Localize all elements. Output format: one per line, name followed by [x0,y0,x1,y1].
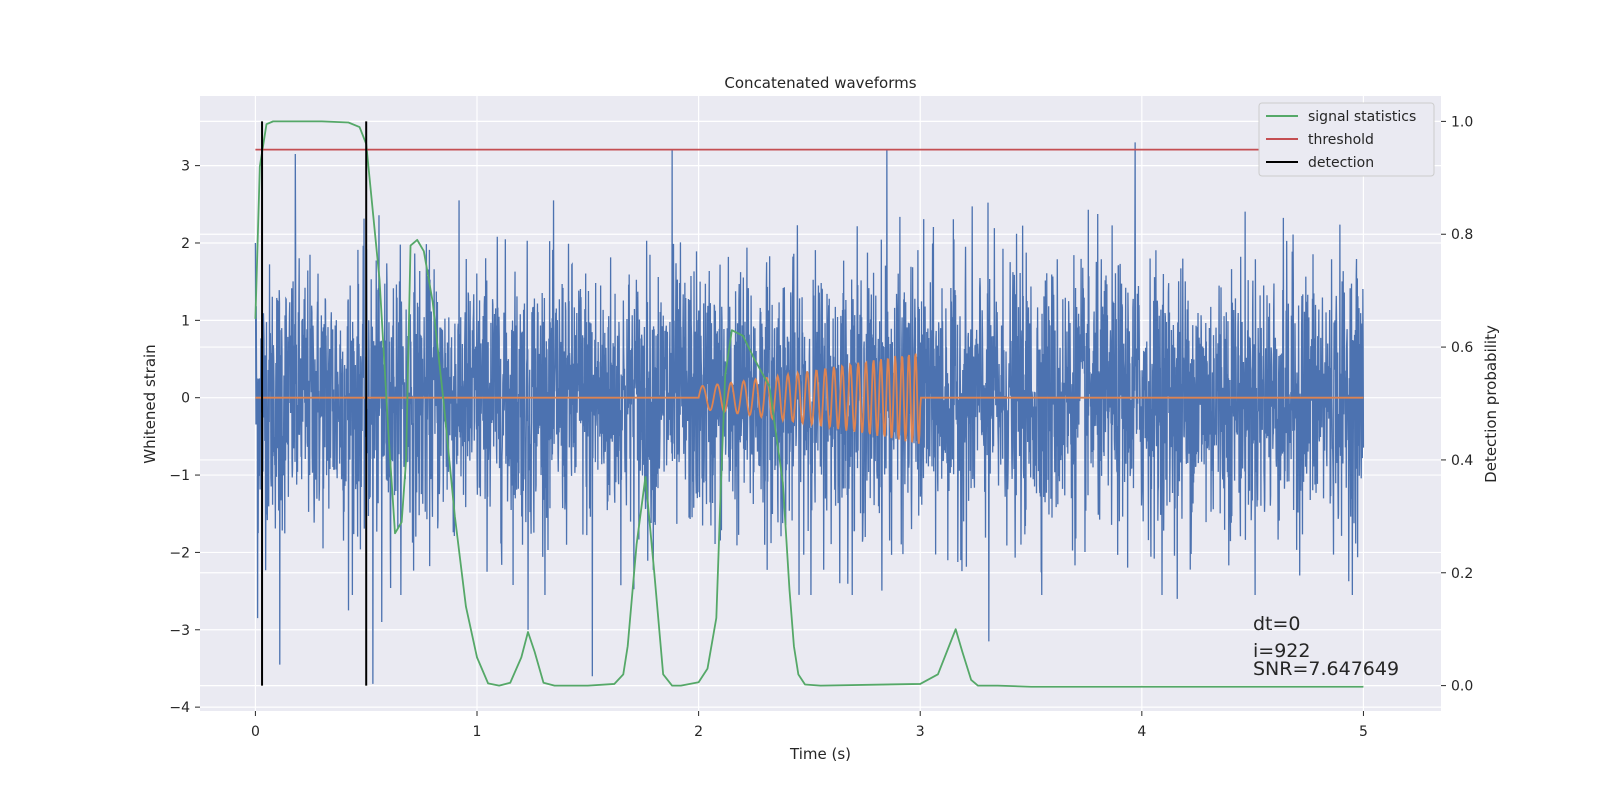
y-tick-label: −2 [169,545,190,561]
x-tick-label: 1 [473,724,482,740]
x-tick-label: 4 [1137,724,1146,740]
y-tick-label: −3 [169,623,190,639]
y-right-tick-label: 0.2 [1451,566,1473,582]
y-right-tick-label: 0.0 [1451,679,1473,695]
waveform-series [255,353,1364,444]
y-tick-label: 3 [181,159,190,175]
y-right-tick-label: 0.8 [1451,227,1473,243]
x-tick-label: 0 [251,724,260,740]
ticks: 0 1 2 3 4 5 −4 −3 −2 −1 0 1 2 3 0.0 0.2 0.4 0.6 0.8 1.0 [169,114,1473,740]
y-tick-label: 1 [181,313,190,329]
y-axis-label: Whitened strain [141,344,159,463]
legend-label-detection: detection [1308,155,1374,171]
y-right-tick-label: 0.4 [1451,453,1473,469]
y-tick-label: 2 [181,236,190,252]
legend-label-signal-statistics: signal statistics [1308,109,1416,125]
y-tick-label: −1 [169,468,190,484]
x-axis-label: Time (s) [789,745,851,763]
y-tick-label: 0 [181,391,190,407]
annotation-index: i=922 [1253,640,1310,662]
legend-box [1258,102,1435,177]
signal-statistics-series [254,120,1364,688]
annotation-dt: dt=0 [1253,613,1301,635]
y-tick-label: −4 [169,700,190,716]
annotation-snr: SNR=7.647649 [1253,658,1399,680]
y-axis-right-label: Detection probability [1482,325,1500,483]
series-layer [254,120,1365,688]
y-right-tick-label: 0.6 [1451,340,1473,356]
chart-title: Concatenated waveforms [724,74,916,92]
legend-label-threshold: threshold [1308,132,1374,148]
x-tick-label: 5 [1359,724,1368,740]
x-tick-label: 2 [694,724,703,740]
x-tick-label: 3 [916,724,925,740]
legend: signal statistics threshold detection [1258,102,1435,177]
y-right-tick-label: 1.0 [1451,114,1473,130]
